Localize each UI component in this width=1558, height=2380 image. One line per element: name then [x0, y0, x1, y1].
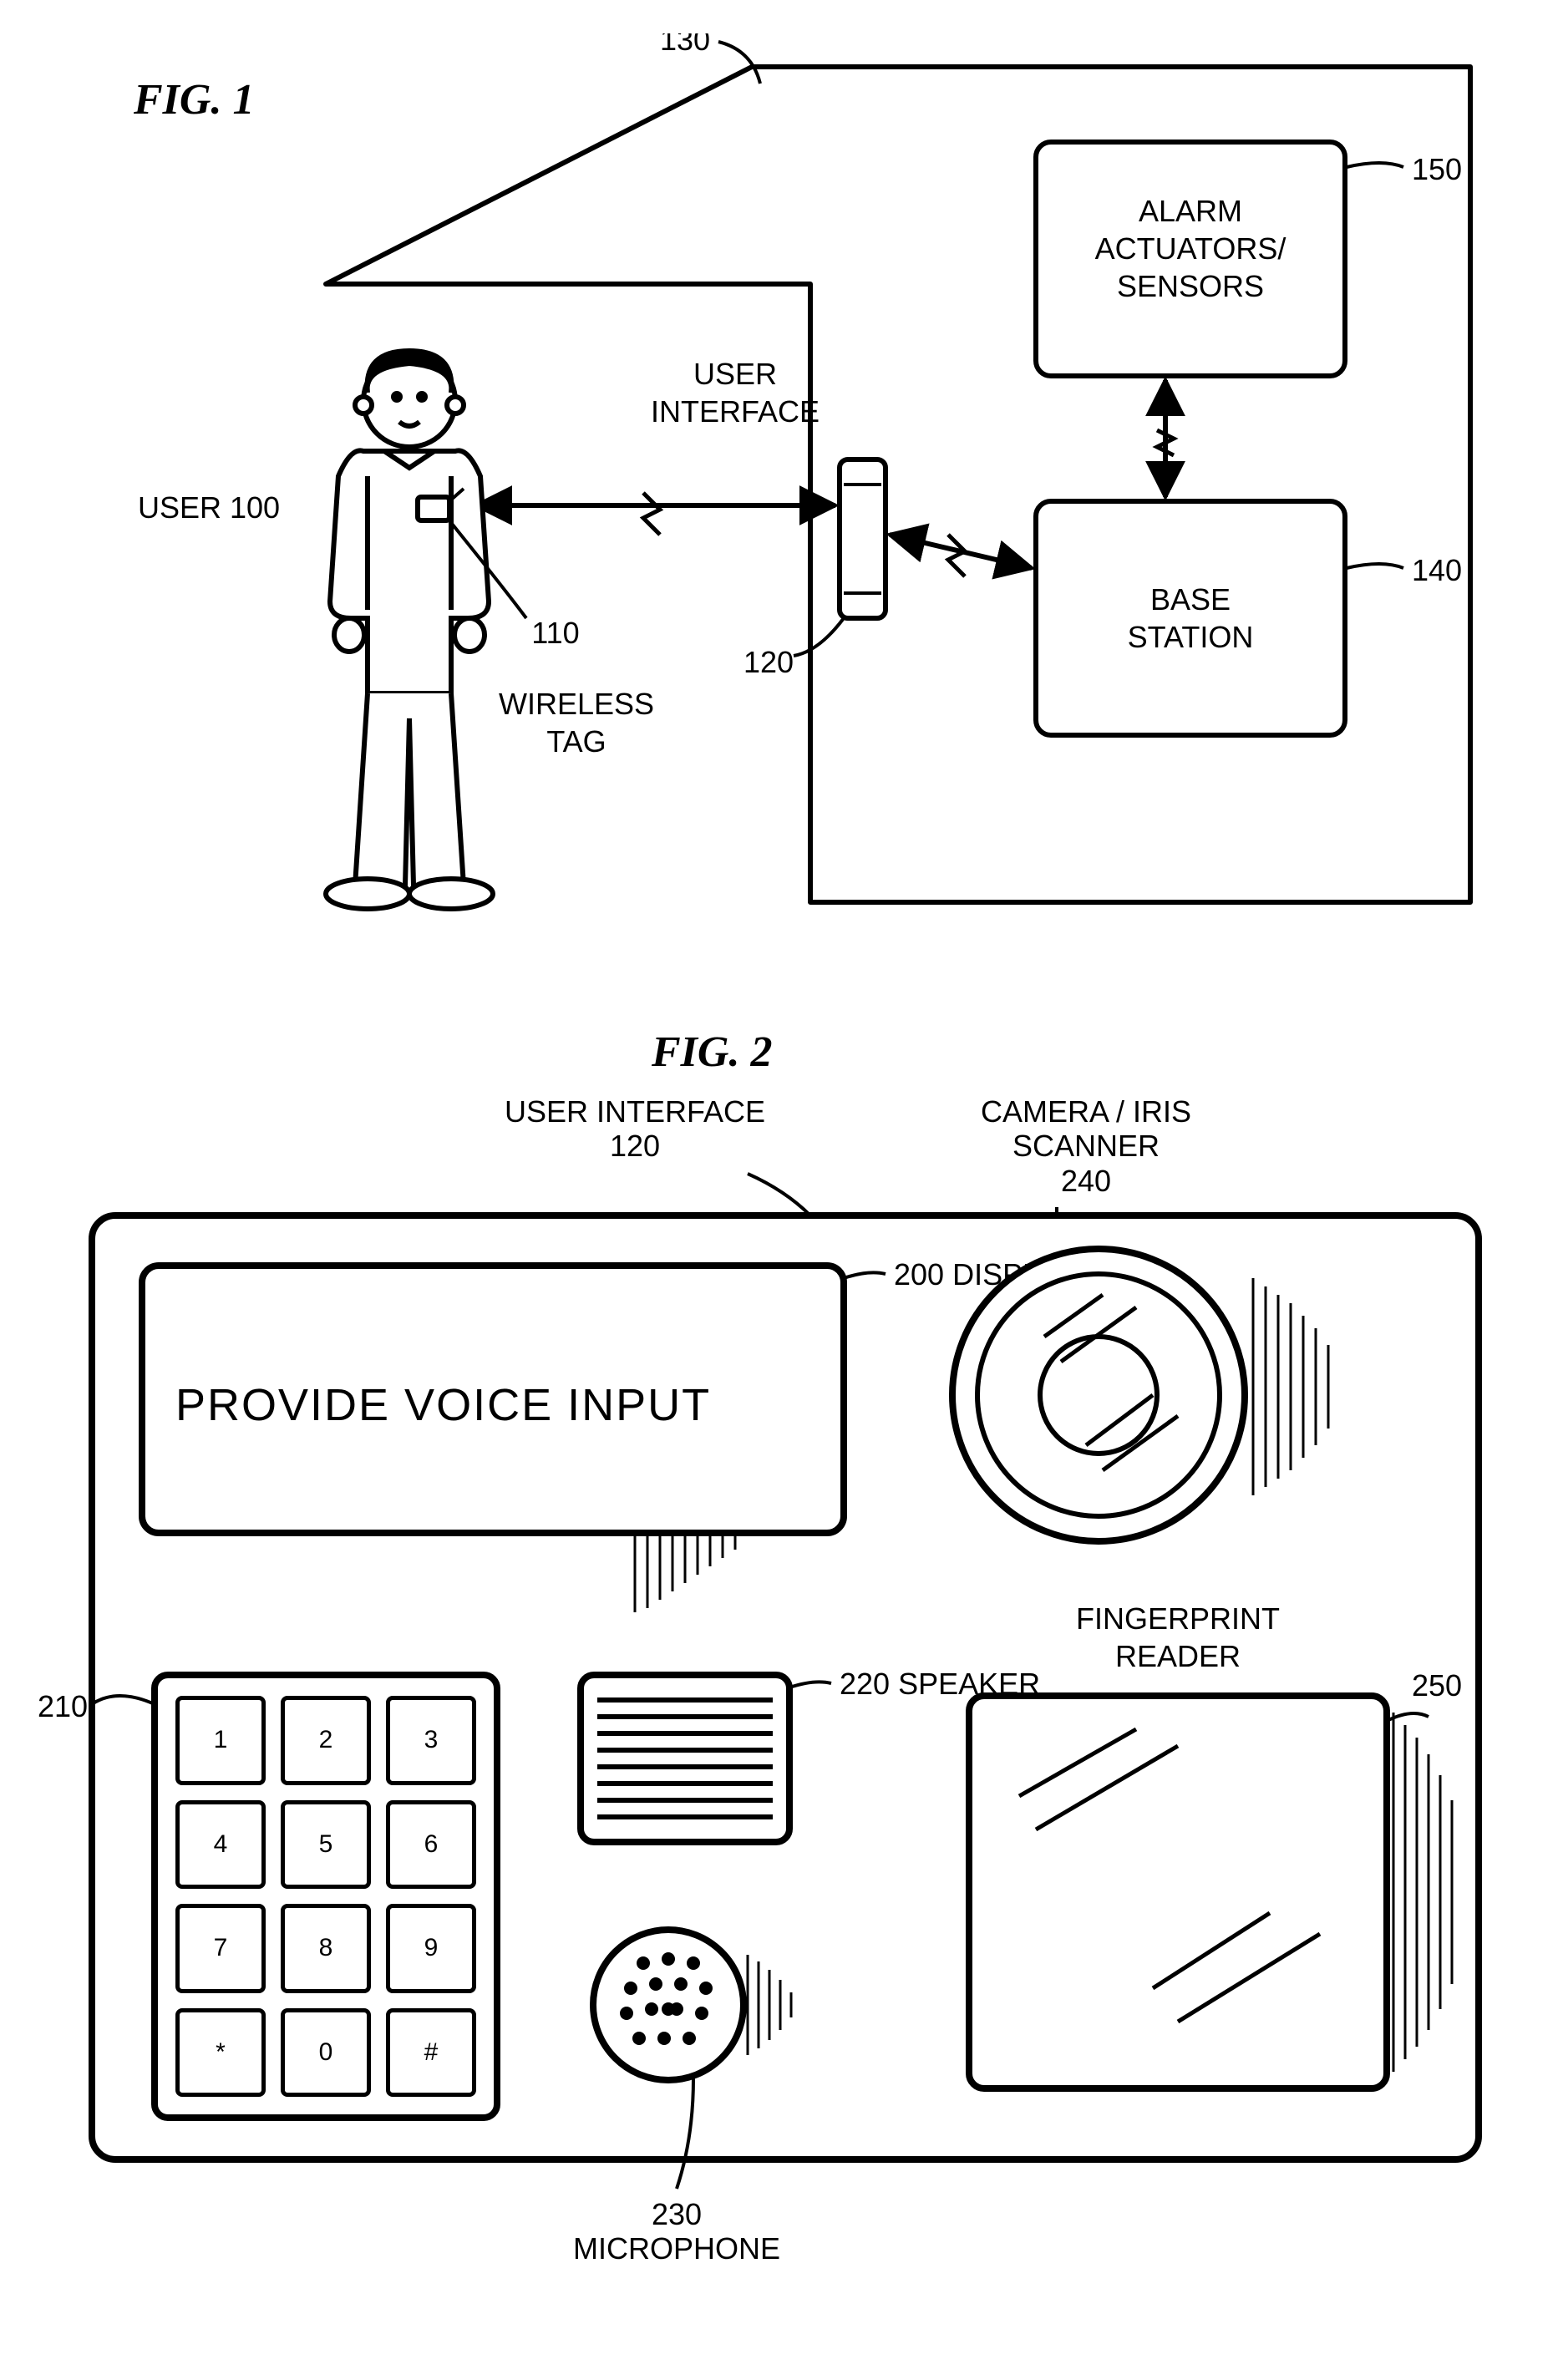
- keypad-key-9[interactable]: 9: [386, 1904, 476, 1993]
- keypad-key-star[interactable]: *: [175, 2008, 266, 2098]
- svg-text:USER 100: USER 100: [138, 490, 280, 525]
- svg-text:USER: USER: [693, 357, 777, 391]
- svg-text:READER: READER: [1115, 1639, 1241, 1673]
- svg-text:INTERFACE: INTERFACE: [651, 394, 820, 429]
- svg-text:250: 250: [1412, 1668, 1462, 1703]
- keypad: 1 2 3 4 5 6 7 8 9 * 0 #: [175, 1696, 476, 2097]
- mic-label: 230 MICROPHONE: [568, 2197, 785, 2266]
- svg-text:210: 210: [38, 1689, 88, 1723]
- keypad-key-7[interactable]: 7: [175, 1904, 266, 1993]
- svg-text:110: 110: [531, 616, 579, 650]
- svg-text:WIRELESS: WIRELESS: [499, 687, 654, 721]
- fig2-diagram: PROVIDE VOICE INPUT 200 DISPLAY: [33, 1028, 1525, 2322]
- svg-text:120: 120: [743, 645, 794, 679]
- svg-text:SENSORS: SENSORS: [1117, 269, 1264, 303]
- fig1-diagram: 130 ALARM ACTUATORS/ SENSORS 150 BASE ST…: [33, 33, 1525, 994]
- svg-text:FINGERPRINT: FINGERPRINT: [1076, 1601, 1280, 1636]
- keypad-key-2[interactable]: 2: [281, 1696, 371, 1785]
- svg-text:150: 150: [1412, 152, 1462, 186]
- keypad-key-8[interactable]: 8: [281, 1904, 371, 1993]
- svg-text:ACTUATORS/: ACTUATORS/: [1095, 231, 1286, 266]
- keypad-key-0[interactable]: 0: [281, 2008, 371, 2098]
- keypad-key-6[interactable]: 6: [386, 1800, 476, 1890]
- building-ref: 130: [660, 33, 710, 57]
- keypad-key-5[interactable]: 5: [281, 1800, 371, 1890]
- svg-text:BASE: BASE: [1150, 582, 1231, 617]
- svg-text:STATION: STATION: [1128, 620, 1254, 654]
- keypad-key-3[interactable]: 3: [386, 1696, 476, 1785]
- svg-text:140: 140: [1412, 553, 1462, 587]
- keypad-key-hash[interactable]: #: [386, 2008, 476, 2098]
- svg-text:TAG: TAG: [546, 724, 606, 759]
- keypad-key-4[interactable]: 4: [175, 1800, 266, 1890]
- svg-text:ALARM: ALARM: [1139, 194, 1242, 228]
- keypad-key-1[interactable]: 1: [175, 1696, 266, 1785]
- svg-text:PROVIDE VOICE INPUT: PROVIDE VOICE INPUT: [175, 1380, 711, 1430]
